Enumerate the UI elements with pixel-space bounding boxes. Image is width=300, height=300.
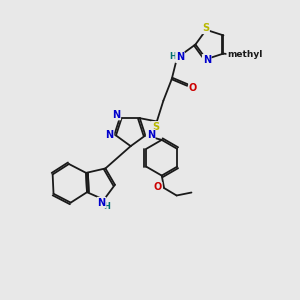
Text: N: N <box>147 130 155 140</box>
Text: methyl: methyl <box>227 50 262 59</box>
Text: N: N <box>203 55 211 65</box>
Text: N: N <box>112 110 120 120</box>
Text: N: N <box>98 198 106 208</box>
Text: N: N <box>105 130 113 140</box>
Text: S: S <box>152 122 159 132</box>
Text: H: H <box>169 52 176 61</box>
Text: O: O <box>153 182 162 193</box>
Text: N: N <box>176 52 184 62</box>
Text: H: H <box>103 202 110 211</box>
Text: O: O <box>189 83 197 93</box>
Text: S: S <box>202 23 209 33</box>
